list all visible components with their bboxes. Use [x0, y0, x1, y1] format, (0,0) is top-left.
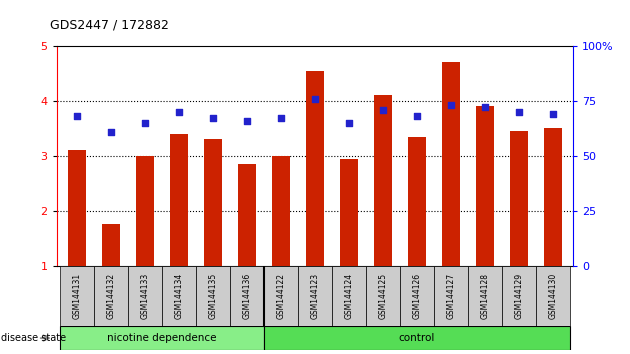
Bar	[510, 131, 529, 266]
Bar	[332, 266, 366, 326]
Bar	[60, 326, 264, 350]
Bar	[264, 326, 570, 350]
Text: GSM144130: GSM144130	[548, 273, 558, 319]
Bar	[169, 134, 188, 266]
Text: GSM144122: GSM144122	[277, 273, 285, 319]
Bar	[196, 266, 230, 326]
Point	[310, 96, 320, 102]
Bar	[101, 224, 120, 266]
Bar	[68, 150, 86, 266]
Text: GSM144128: GSM144128	[481, 273, 490, 319]
Bar	[298, 266, 332, 326]
Bar	[374, 96, 392, 266]
Point	[344, 120, 354, 126]
Bar	[434, 266, 468, 326]
Text: GSM144127: GSM144127	[447, 273, 455, 319]
Bar	[135, 156, 154, 266]
Text: GDS2447 / 172882: GDS2447 / 172882	[50, 19, 169, 32]
Bar	[230, 266, 264, 326]
Bar	[366, 266, 400, 326]
Point	[140, 120, 150, 126]
Bar	[272, 156, 290, 266]
Text: control: control	[399, 333, 435, 343]
Bar	[306, 71, 324, 266]
Point	[378, 107, 388, 113]
Text: GSM144132: GSM144132	[106, 273, 115, 319]
Bar	[162, 266, 196, 326]
Text: GSM144125: GSM144125	[379, 273, 387, 319]
Text: nicotine dependence: nicotine dependence	[107, 333, 217, 343]
Point	[106, 129, 116, 135]
Bar	[264, 266, 298, 326]
Bar	[544, 128, 562, 266]
Bar	[502, 266, 536, 326]
Point	[242, 118, 252, 124]
Bar	[442, 62, 461, 266]
Point	[446, 102, 456, 108]
Bar	[128, 266, 162, 326]
Point	[208, 116, 218, 121]
Bar	[476, 106, 495, 266]
Point	[480, 105, 490, 110]
Text: GSM144131: GSM144131	[72, 273, 82, 319]
Text: GSM144129: GSM144129	[515, 273, 524, 319]
Point	[548, 111, 558, 117]
Text: GSM144135: GSM144135	[209, 273, 217, 319]
Text: GSM144136: GSM144136	[243, 273, 251, 319]
Bar	[340, 159, 358, 266]
Text: GSM144123: GSM144123	[311, 273, 319, 319]
Text: GSM144134: GSM144134	[175, 273, 183, 319]
Bar	[238, 164, 256, 266]
Text: GSM144126: GSM144126	[413, 273, 421, 319]
Point	[276, 116, 286, 121]
Text: disease state: disease state	[1, 333, 66, 343]
Text: GSM144124: GSM144124	[345, 273, 353, 319]
Bar	[400, 266, 434, 326]
Bar	[536, 266, 570, 326]
Bar	[94, 266, 128, 326]
Point	[514, 109, 524, 115]
Point	[174, 109, 184, 115]
Point	[72, 113, 82, 119]
Bar	[468, 266, 502, 326]
Point	[412, 113, 422, 119]
Bar	[203, 139, 222, 266]
Bar	[408, 137, 427, 266]
Text: GSM144133: GSM144133	[140, 273, 149, 319]
Bar	[60, 266, 94, 326]
